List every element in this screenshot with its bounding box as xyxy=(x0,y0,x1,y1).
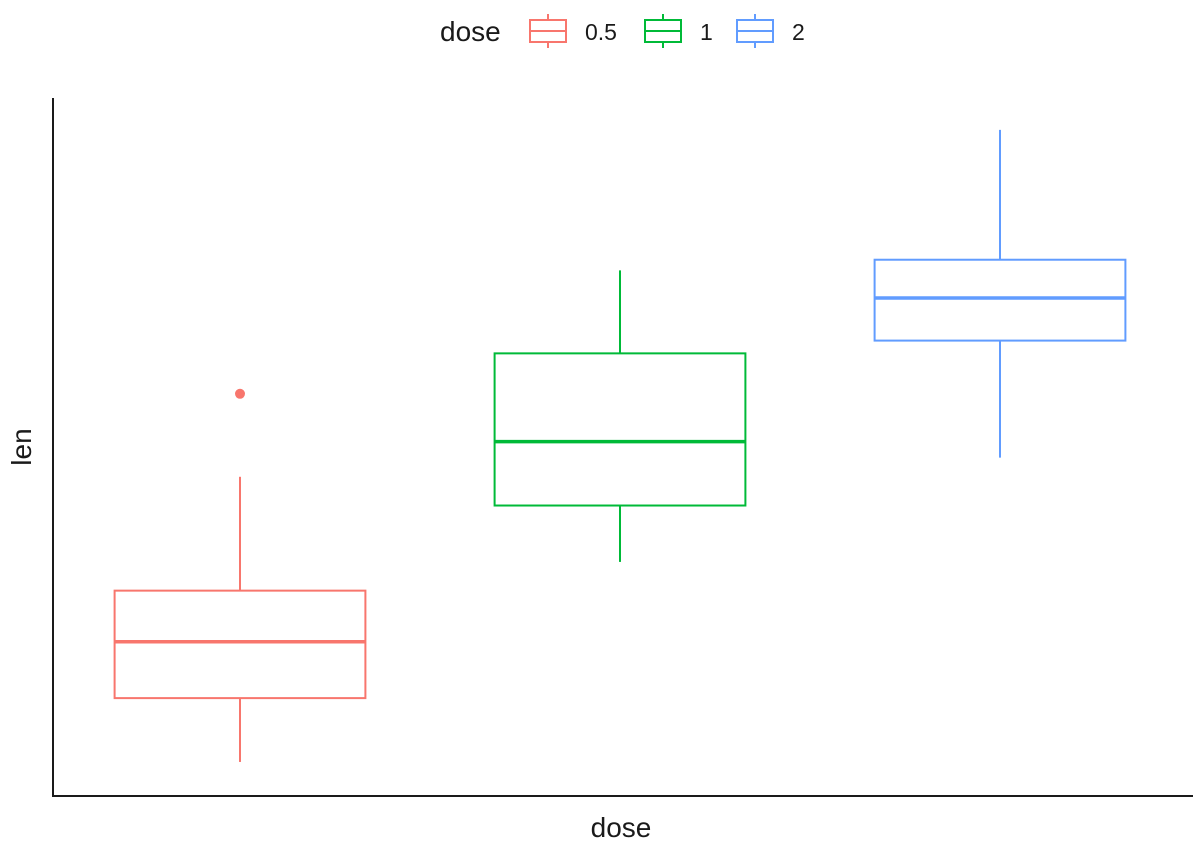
legend-key-box-icon xyxy=(736,14,774,48)
legend-item-2: 2 xyxy=(736,14,805,48)
legend-label: 2 xyxy=(792,19,805,45)
box-1 xyxy=(493,270,747,562)
box-iqr xyxy=(493,352,747,507)
x-axis-title: dose xyxy=(591,812,652,843)
legend-label: 0.5 xyxy=(585,19,617,45)
y-axis-title: len xyxy=(6,428,37,465)
box-0.5 xyxy=(113,388,367,762)
legend-item-1: 1 xyxy=(644,14,713,48)
box-iqr xyxy=(873,258,1127,342)
legend-key-box-icon xyxy=(644,14,682,48)
legend: dose 0.5 1 2 xyxy=(440,14,805,48)
legend-key-box-icon xyxy=(529,14,567,48)
legend-label: 1 xyxy=(700,19,713,45)
box-iqr xyxy=(113,589,367,700)
plot-area xyxy=(113,129,1127,762)
legend-item-0.5: 0.5 xyxy=(529,14,617,48)
outlier-point xyxy=(235,388,245,399)
legend-title: dose xyxy=(440,16,501,47)
box-2 xyxy=(873,129,1127,458)
